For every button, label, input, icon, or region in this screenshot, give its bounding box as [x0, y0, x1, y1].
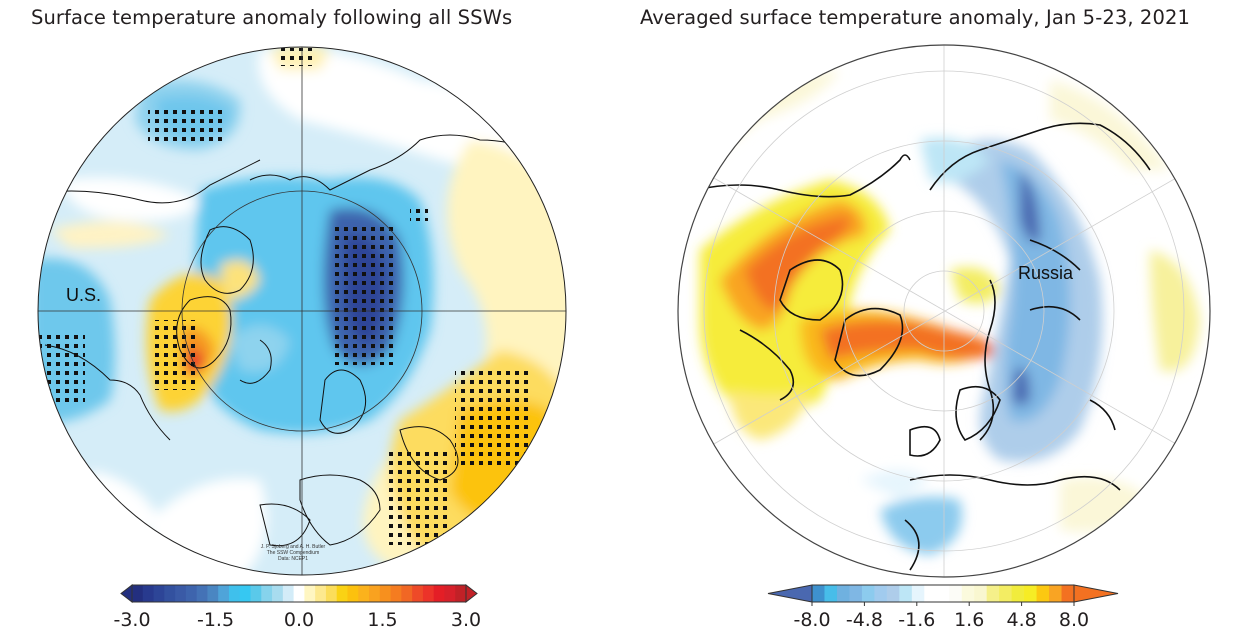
colorbar-swatch [849, 585, 863, 602]
colorbar-swatch [861, 585, 875, 602]
colorbar-over-extension [1073, 584, 1119, 603]
colorbar-tick-label: -4.8 [845, 609, 883, 631]
colorbar-swatch [218, 585, 230, 602]
right-map-border [677, 44, 1211, 578]
region-label-us: U.S. [66, 285, 102, 305]
colorbar-swatch [347, 585, 359, 602]
colorbar-tick-label: 3.0 [450, 609, 482, 631]
colorbar-swatch [282, 585, 295, 602]
colorbar-swatch [422, 585, 435, 602]
left-coastlines [38, 134, 551, 547]
right-map-title: Averaged surface temperature anomaly, Ja… [640, 6, 1190, 29]
colorbar-swatch [836, 585, 850, 602]
colorbar-swatch [1011, 585, 1025, 602]
colorbar-swatch [132, 585, 144, 602]
colorbar-swatch [239, 585, 252, 602]
colorbar-swatch [185, 585, 198, 602]
left-stippling [38, 48, 530, 545]
left-anomaly-field [38, 47, 566, 575]
colorbar-tick-label: 0.0 [283, 609, 315, 631]
colorbar-swatch [401, 585, 413, 602]
colorbar-swatch [358, 585, 370, 602]
colorbar-tick-label: -3.0 [113, 609, 151, 631]
colorbar-border [131, 584, 467, 603]
colorbar-border [811, 584, 1075, 603]
left-colorbar [120, 583, 478, 604]
colorbar-swatch [961, 585, 975, 602]
left-map-title: Surface temperature anomaly following al… [31, 6, 513, 29]
colorbar-tick-label: -8.0 [793, 609, 831, 631]
colorbar-tick-label: 1.5 [367, 609, 398, 631]
colorbar-swatch [164, 585, 176, 602]
right-colorbar [767, 584, 1119, 606]
colorbar-swatch [1024, 585, 1038, 602]
colorbar-swatch [444, 585, 456, 602]
colorbar-swatch [949, 585, 963, 602]
colorbar-swatch [999, 585, 1013, 602]
colorbar-swatch [250, 585, 262, 602]
colorbar-swatch [293, 585, 305, 602]
colorbar-swatch [899, 585, 913, 602]
colorbar-swatch [261, 585, 273, 602]
colorbar-swatch [886, 585, 900, 602]
colorbar-swatch [1036, 585, 1050, 602]
region-label-russia: Russia [1018, 263, 1074, 283]
colorbar-swatch [874, 585, 888, 602]
right-anomaly-field [678, 45, 1210, 577]
colorbar-tick-label: 8.0 [1058, 609, 1090, 631]
colorbar-swatch [986, 585, 1000, 602]
colorbar-swatch [824, 585, 838, 602]
colorbar-swatch [272, 585, 284, 602]
colorbar-swatch [1061, 585, 1075, 602]
colorbar-swatch [207, 585, 219, 602]
colorbar-over-extension [465, 583, 478, 604]
colorbar-swatch [228, 585, 241, 602]
colorbar-swatch [153, 585, 165, 602]
colorbar-tick-label: -1.5 [196, 609, 235, 631]
credit-line: Data: NCEP1 [278, 556, 308, 562]
colorbar-swatch [369, 585, 381, 602]
colorbar-swatch [315, 585, 327, 602]
colorbar-tick-label: -1.6 [898, 609, 936, 631]
colorbar-swatch [379, 585, 392, 602]
credit-line: The SSW Compendium [267, 550, 320, 556]
colorbar-swatch [196, 585, 208, 602]
right-coastlines [694, 122, 1151, 571]
colorbar-swatch [433, 585, 445, 602]
colorbar-swatch [1049, 585, 1063, 602]
colorbar-swatch [390, 585, 402, 602]
colorbar-under-extension [120, 583, 133, 604]
colorbar-swatch [455, 585, 467, 602]
colorbar-tick-label: 4.8 [1006, 609, 1037, 631]
colorbar-swatch [974, 585, 988, 602]
left-map-border [37, 46, 567, 576]
colorbar-swatch [175, 585, 187, 602]
colorbar-swatch [304, 585, 316, 602]
colorbar-swatch [812, 585, 825, 602]
colorbar-swatch [412, 585, 424, 602]
colorbar-tick-label: 1.6 [954, 609, 985, 631]
colorbar-swatch [325, 585, 338, 602]
colorbar-swatch [911, 585, 925, 602]
colorbar-swatch [936, 585, 950, 602]
colorbar-swatch [924, 585, 938, 602]
colorbar-swatch [336, 585, 348, 602]
colorbar-under-extension [767, 584, 813, 603]
credit-line: J. P. Sjoberg and A. H. Butler [261, 544, 326, 550]
left-map: J. P. Sjoberg and A. H. Butler The SSW C… [37, 46, 567, 576]
right-map [677, 44, 1211, 578]
colorbar-swatch [142, 585, 155, 602]
